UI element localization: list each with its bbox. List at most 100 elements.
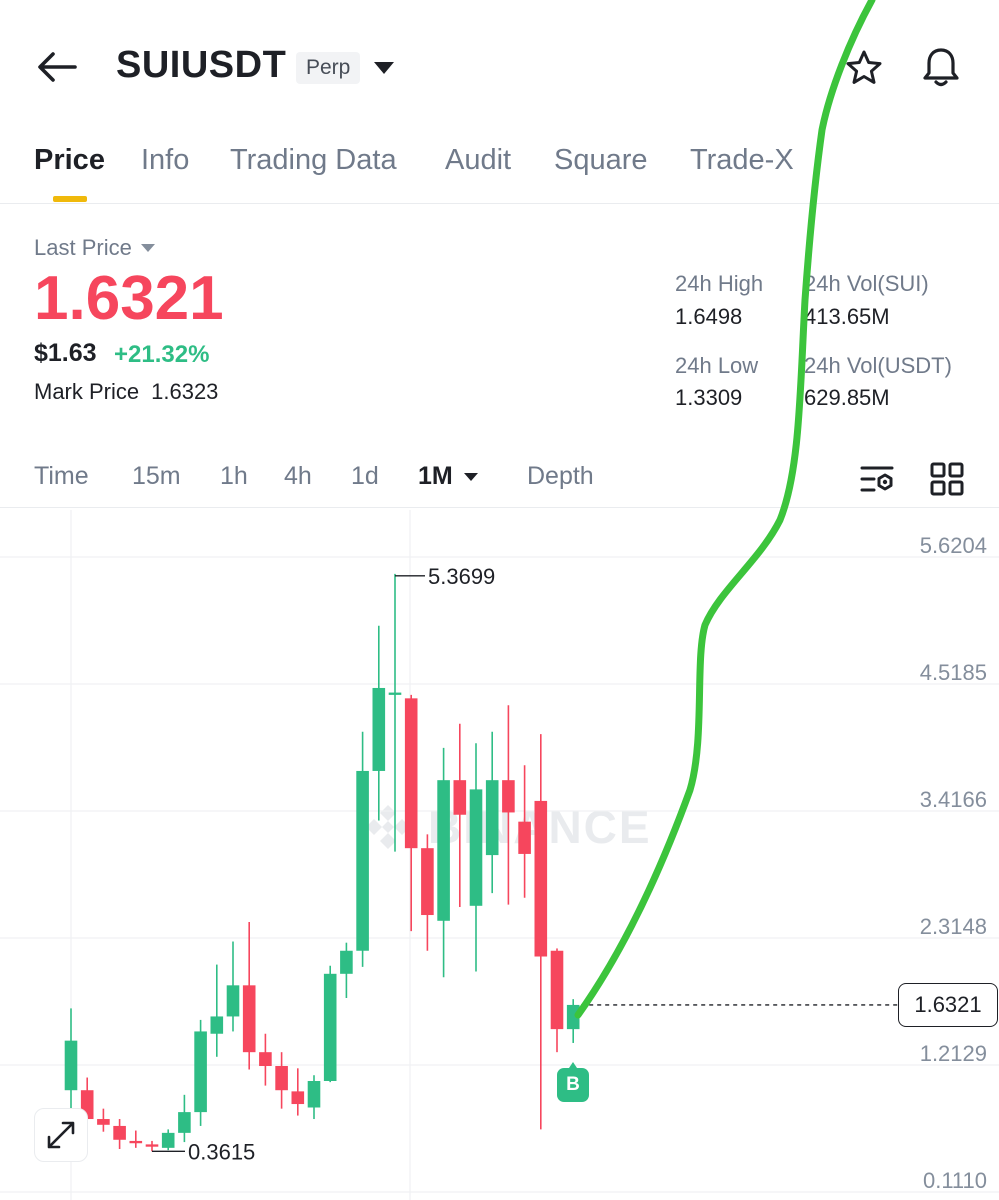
tab-price[interactable]: Price (34, 144, 105, 176)
interval-15m[interactable]: 15m (132, 462, 181, 490)
candle-body (307, 1080, 321, 1108)
vol-sui-value: 413.65M (804, 304, 890, 329)
candle (113, 1119, 126, 1149)
last-price-value: 1.6321 (34, 264, 224, 333)
candle (437, 747, 450, 978)
interval-1h[interactable]: 1h (220, 462, 248, 490)
low-24h-label: 24h Low (675, 353, 759, 378)
usd-price: $1.63 (34, 339, 97, 367)
candle-body (372, 687, 386, 771)
vol-usdt-value: 629.85M (804, 385, 890, 410)
candle-body (64, 1040, 78, 1091)
candle-body (291, 1091, 305, 1105)
symbol-title[interactable]: SUIUSDT (116, 44, 287, 86)
price-axis: 5.6204 4.5185 3.4166 2.3148 1.2129 0.1110 (920, 533, 987, 1193)
indicator-settings-button[interactable] (856, 458, 898, 500)
watermark-text: BINANCE (428, 801, 652, 853)
symbol-dropdown-button[interactable] (368, 52, 400, 84)
price-axis-tick: 4.5185 (920, 660, 987, 685)
layout-grid-button[interactable] (926, 458, 968, 500)
tab-trade-x[interactable]: Trade-X (690, 144, 794, 176)
mark-price-value: 1.6323 (151, 379, 219, 404)
price-axis-tick: 1.2129 (920, 1041, 987, 1066)
candle (534, 734, 548, 1130)
candle-body (275, 1066, 288, 1091)
candle (550, 948, 564, 1053)
interval-time[interactable]: Time (34, 462, 89, 490)
interval-1m-label: 1M (418, 462, 453, 490)
main-tabs: Price Info Trading Data Audit Square Tra… (0, 130, 999, 204)
candle-body (421, 848, 434, 916)
indicator-settings-icon (860, 466, 894, 492)
buy-marker[interactable]: B (557, 1062, 589, 1102)
tab-square[interactable]: Square (554, 144, 648, 176)
candle-body (178, 1112, 191, 1133)
last-price-selector[interactable]: Last Price (34, 235, 156, 261)
price-summary: Last Price 1.6321 $1.63 +21.32% Mark Pri… (0, 205, 999, 445)
price-axis-tick: 5.6204 (920, 533, 987, 558)
candle (242, 921, 256, 1070)
candles (64, 573, 580, 1152)
tab-info[interactable]: Info (141, 144, 190, 176)
candle (97, 1108, 110, 1132)
notification-button[interactable] (916, 42, 966, 92)
candle-body (194, 1031, 207, 1113)
candle (323, 965, 337, 1083)
current-price-tag: 1.6321 (898, 982, 998, 1027)
candle-body (113, 1125, 126, 1140)
candle-body (97, 1119, 110, 1125)
candle (259, 1033, 272, 1086)
candle-body (129, 1140, 143, 1144)
tab-trading-data[interactable]: Trading Data (230, 144, 397, 176)
interval-1d[interactable]: 1d (351, 462, 379, 490)
fullscreen-button[interactable] (34, 1108, 88, 1162)
candle (372, 625, 386, 821)
exchange-logo-icon (366, 805, 410, 849)
back-arrow-icon (38, 52, 77, 82)
candle (307, 1075, 321, 1120)
candle (566, 999, 580, 1043)
favorite-button[interactable] (840, 44, 888, 92)
interval-bar: Time 15m 1h 4h 1d 1M Depth (0, 448, 999, 508)
candle (145, 1140, 159, 1152)
candle-body (145, 1144, 159, 1147)
mark-price-label: Mark Price (34, 379, 140, 404)
tab-audit[interactable]: Audit (445, 144, 512, 176)
candle-body (161, 1132, 175, 1148)
candle (194, 1019, 207, 1126)
caret-down-icon (140, 244, 155, 252)
header-bar: SUIUSDT Perp (0, 0, 999, 130)
candle (275, 1052, 288, 1109)
chart-annotations: 5.3699 0.3615 (152, 564, 898, 1164)
candle (210, 964, 224, 1057)
interval-depth[interactable]: Depth (527, 462, 594, 490)
candle (178, 1094, 191, 1143)
high-24h-value: 1.6498 (675, 304, 743, 329)
candle (469, 743, 483, 972)
interval-4h[interactable]: 4h (284, 462, 312, 490)
candle-body (226, 985, 240, 1017)
candle-body (242, 985, 256, 1053)
price-axis-tick: 3.4166 (920, 787, 987, 812)
high-24h-label: 24h High (675, 271, 764, 296)
candle (129, 1130, 143, 1148)
candle (340, 942, 353, 999)
active-tab-indicator (53, 196, 87, 202)
vol-usdt-label: 24h Vol(USDT) (804, 353, 952, 378)
candle (64, 1008, 78, 1122)
perp-badge: Perp (296, 52, 361, 84)
max-price-label: 5.3699 (428, 564, 495, 589)
candle (291, 1068, 305, 1116)
candle (161, 1129, 175, 1151)
price-axis-tick: 0.1110 (923, 1168, 987, 1193)
min-price-label: 0.3615 (188, 1139, 255, 1164)
candle-body (566, 1004, 580, 1030)
candle-body (210, 1016, 224, 1034)
exchange-watermark: BINANCE (362, 800, 652, 854)
back-button[interactable] (34, 44, 80, 90)
chart-gridlines (0, 510, 999, 1200)
interval-1m[interactable]: 1M (418, 462, 479, 491)
candle-body (550, 950, 564, 1030)
price-change-percent: +21.32% (114, 341, 210, 368)
candle-body (356, 770, 369, 951)
